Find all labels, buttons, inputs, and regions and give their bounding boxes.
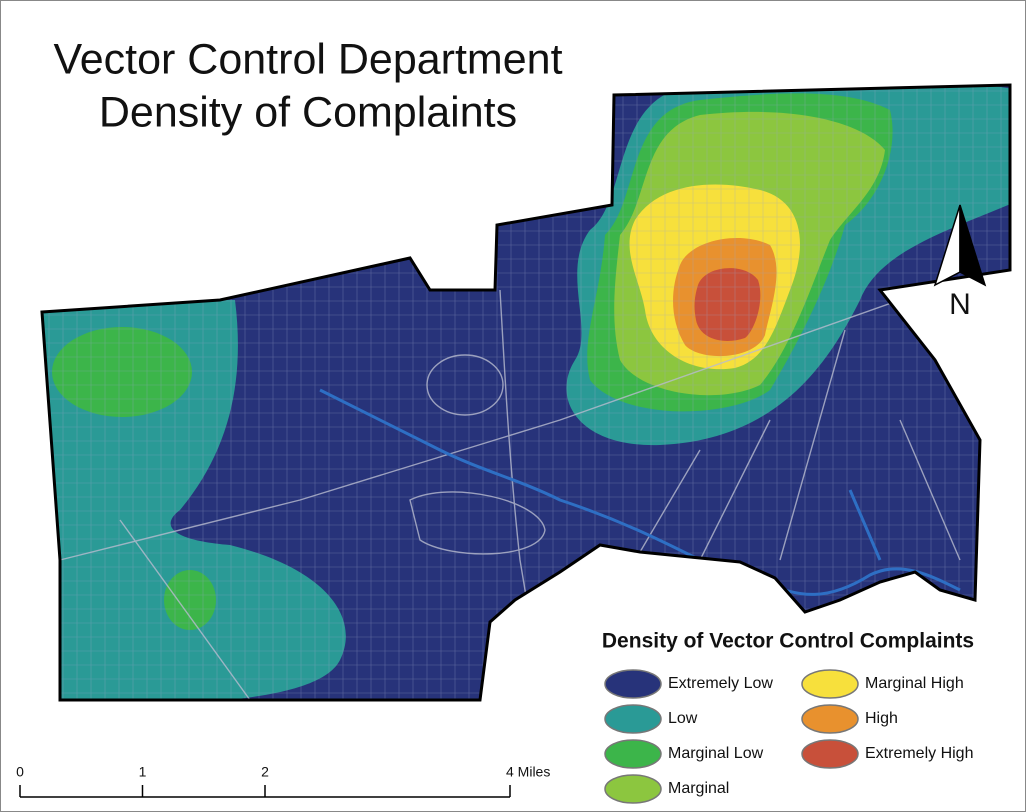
legend-swatch	[604, 774, 662, 804]
title-line: Density of Complaints	[99, 88, 517, 136]
scale-label: 0	[16, 764, 24, 780]
scale-label: 1	[139, 764, 147, 780]
legend-swatch	[604, 739, 662, 769]
legend-label: Marginal Low	[668, 745, 764, 762]
legend-swatch	[801, 704, 859, 734]
legend-swatch	[604, 669, 662, 699]
legend-swatch	[801, 739, 859, 769]
legend-label: Extremely Low	[668, 675, 773, 692]
legend-label: Marginal High	[865, 675, 964, 692]
legend-label: High	[865, 710, 898, 727]
rivers	[319, 388, 961, 596]
scale-bar: 0 1 2 4 Miles	[16, 764, 550, 798]
legend: Extremely Low Low Marginal Low Marginal Marg…	[604, 669, 973, 804]
boundary	[40, 83, 1012, 702]
north-arrow-right	[959, 204, 987, 287]
legend-swatch	[604, 704, 662, 734]
legend-label: Extremely High	[865, 745, 973, 762]
scale-label: 4 Miles	[506, 764, 550, 780]
legend-swatch	[801, 669, 859, 699]
north-arrow: N	[933, 204, 987, 321]
title-line: Vector Control Department	[53, 35, 562, 83]
scale-label: 2	[261, 764, 269, 780]
north-label: N	[949, 288, 971, 321]
legend-label: Low	[668, 710, 698, 727]
roads	[59, 289, 961, 700]
legend-title: Density of Vector Control Complaints	[602, 630, 974, 653]
legend-label: Marginal	[668, 780, 729, 797]
